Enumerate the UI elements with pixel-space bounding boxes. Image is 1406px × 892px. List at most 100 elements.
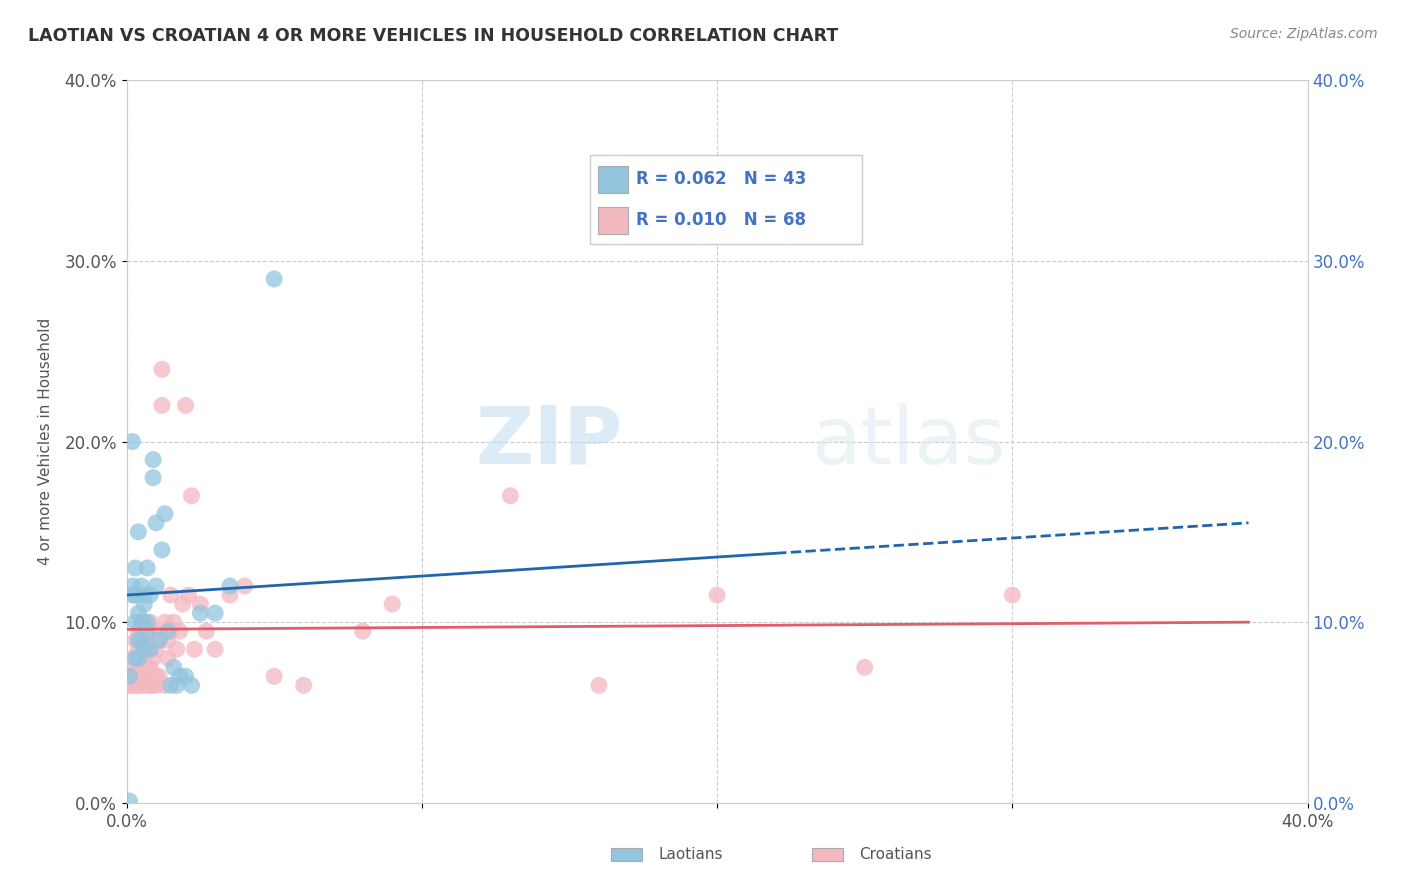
Point [134, 669, 156, 683]
Point [136, 624, 159, 639]
Point [118, 660, 141, 674]
Point [124, 669, 146, 683]
Point [139, 660, 162, 674]
Text: atlas: atlas [811, 402, 1005, 481]
Point [588, 678, 610, 692]
Point [148, 633, 170, 648]
Text: Source: ZipAtlas.com: Source: ZipAtlas.com [1230, 27, 1378, 41]
Point [124, 651, 146, 665]
Point [145, 579, 167, 593]
Point [163, 615, 186, 630]
Text: ZIP: ZIP [475, 402, 623, 481]
Point [145, 678, 167, 692]
Point [127, 678, 149, 692]
Point [219, 588, 242, 602]
Point [136, 615, 159, 630]
Point [127, 651, 149, 665]
Point [145, 642, 167, 657]
Point [177, 588, 200, 602]
Point [156, 633, 179, 648]
Point [148, 633, 170, 648]
Point [163, 660, 186, 674]
Point [127, 624, 149, 639]
Point [180, 678, 202, 692]
Point [219, 579, 242, 593]
Point [121, 678, 143, 692]
Point [204, 642, 226, 657]
Point [136, 678, 159, 692]
Text: R = 0.062   N = 43: R = 0.062 N = 43 [636, 170, 807, 188]
Point [134, 588, 156, 602]
Point [118, 678, 141, 692]
Y-axis label: 4 or more Vehicles in Household: 4 or more Vehicles in Household [38, 318, 53, 566]
Point [136, 633, 159, 648]
Point [121, 651, 143, 665]
Point [121, 434, 143, 449]
FancyBboxPatch shape [598, 207, 628, 234]
Point [129, 615, 153, 630]
Point [195, 624, 218, 639]
Point [139, 678, 162, 692]
Point [169, 669, 191, 683]
Text: Laotians: Laotians [658, 847, 723, 863]
Point [142, 651, 165, 665]
Point [150, 398, 173, 412]
FancyBboxPatch shape [598, 166, 628, 193]
Point [129, 615, 153, 630]
Point [118, 669, 141, 683]
Point [142, 624, 165, 639]
Point [124, 615, 146, 630]
FancyBboxPatch shape [610, 847, 643, 861]
Point [352, 624, 374, 639]
Point [188, 597, 212, 611]
Point [853, 660, 876, 674]
Point [139, 615, 162, 630]
Point [174, 669, 197, 683]
Point [129, 633, 153, 648]
Point [183, 642, 205, 657]
Point [292, 678, 315, 692]
Point [129, 633, 153, 648]
Point [121, 579, 143, 593]
Point [499, 489, 522, 503]
Point [153, 615, 176, 630]
Point [180, 489, 202, 503]
Point [148, 669, 170, 683]
Point [121, 669, 143, 683]
Point [156, 624, 179, 639]
Point [127, 524, 149, 539]
Point [263, 272, 285, 286]
Point [153, 678, 176, 692]
Point [174, 398, 197, 412]
FancyBboxPatch shape [811, 847, 844, 861]
Point [142, 471, 165, 485]
Point [124, 633, 146, 648]
Point [233, 579, 256, 593]
Point [134, 597, 156, 611]
Point [127, 642, 149, 657]
Text: LAOTIAN VS CROATIAN 4 OR MORE VEHICLES IN HOUSEHOLD CORRELATION CHART: LAOTIAN VS CROATIAN 4 OR MORE VEHICLES I… [28, 27, 838, 45]
Point [145, 669, 167, 683]
Point [150, 362, 173, 376]
Point [118, 794, 141, 808]
Point [134, 615, 156, 630]
Point [166, 678, 188, 692]
Point [134, 624, 156, 639]
Point [127, 606, 149, 620]
Point [124, 678, 146, 692]
Point [160, 678, 183, 692]
Point [166, 642, 188, 657]
Point [127, 633, 149, 648]
Point [160, 588, 183, 602]
Text: Croatians: Croatians [859, 847, 931, 863]
Point [142, 678, 165, 692]
Point [381, 597, 404, 611]
Point [129, 669, 153, 683]
Text: R = 0.010   N = 68: R = 0.010 N = 68 [636, 211, 806, 229]
Point [134, 642, 156, 657]
Point [129, 579, 153, 593]
Point [188, 606, 212, 620]
Point [139, 588, 162, 602]
Point [142, 452, 165, 467]
Point [1001, 588, 1024, 602]
